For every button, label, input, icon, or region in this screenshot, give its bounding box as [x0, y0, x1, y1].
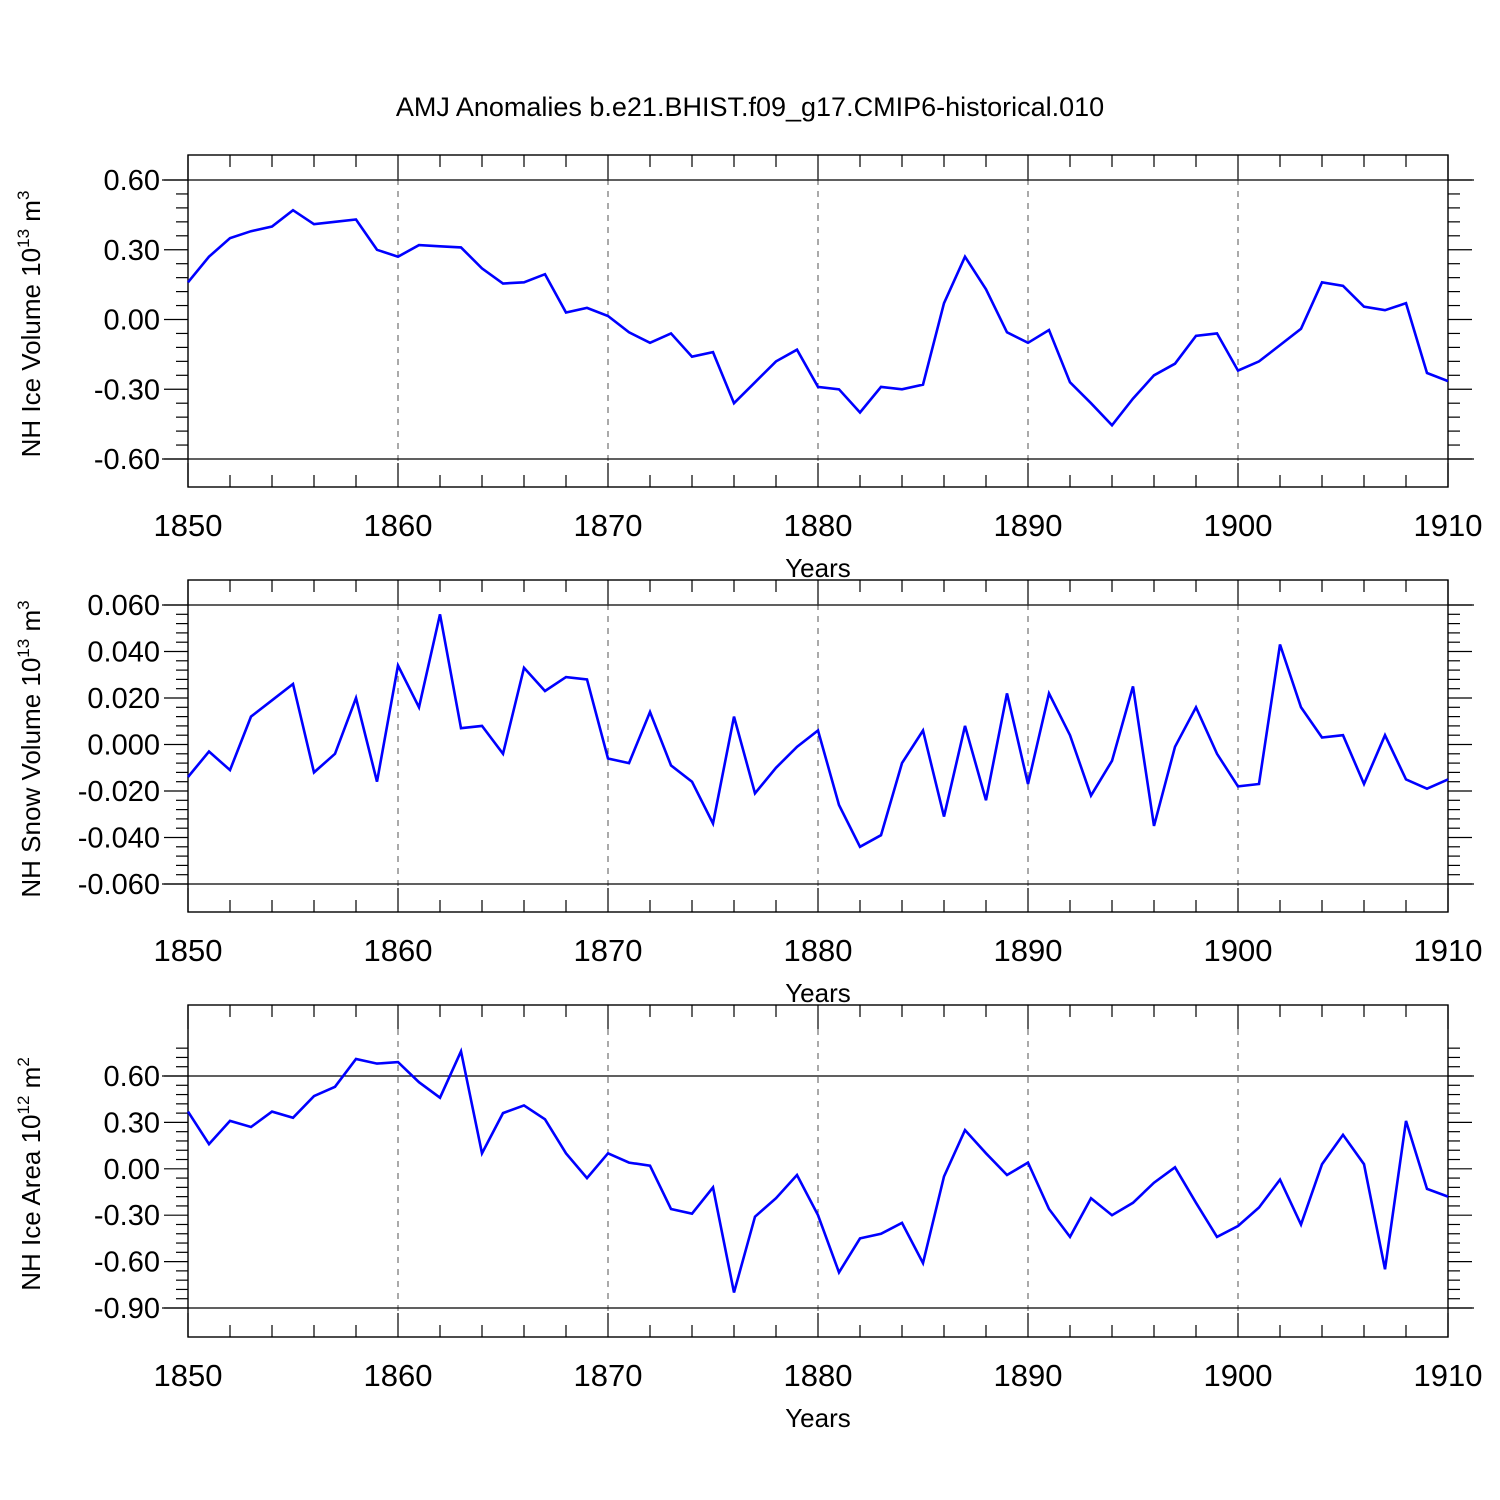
x-tick-label: 1880	[784, 1358, 853, 1393]
x-tick-label: 1910	[1414, 508, 1483, 543]
x-tick-label: 1870	[574, 1358, 643, 1393]
x-tick-label: 1890	[994, 1358, 1063, 1393]
y-tick-label: -0.60	[94, 1247, 160, 1279]
x-tick-label: 1910	[1414, 933, 1483, 968]
series-line-nh-ice-volume	[186, 208, 1449, 428]
y-tick-label: 0.60	[104, 1061, 160, 1093]
chart-panel-3: 0.60 0.30 0.00 -0.30 -0.60 -0.90 1850 1860 1870 1…	[14, 1004, 1483, 1433]
x-tick-label: 1890	[994, 508, 1063, 543]
y-tick-label: -0.30	[94, 374, 160, 406]
x-tick-label: 1860	[364, 508, 433, 543]
y-tick-label: 0.040	[87, 637, 160, 669]
y-axis-label: NH Ice Volume 1013 m3	[14, 191, 46, 458]
x-tick-label: 1860	[364, 1358, 433, 1393]
x-tick-label: 1900	[1204, 508, 1273, 543]
y-tick-label: -0.060	[78, 869, 160, 901]
x-axis-label: Years	[785, 1403, 851, 1433]
y-tick-label: 0.60	[104, 165, 160, 197]
x-tick-label: 1850	[154, 1358, 223, 1393]
x-tick-label: 1900	[1204, 933, 1273, 968]
y-axis-label: NH Ice Area 1012 m2	[14, 1057, 46, 1291]
x-tick-label: 1870	[574, 933, 643, 968]
chart-panel-2: 0.060 0.040 0.020 0.000 -0.020 -0.040 -0.060 18…	[14, 579, 1483, 1008]
x-tick-label: 1850	[154, 933, 223, 968]
y-tick-label: 0.30	[104, 235, 160, 267]
y-tick-label: -0.60	[94, 444, 160, 476]
x-tick-label: 1900	[1204, 1358, 1273, 1393]
chart-title: AMJ Anomalies b.e21.BHIST.f09_g17.CMIP6-…	[396, 92, 1104, 122]
x-tick-label: 1850	[154, 508, 223, 543]
y-axis-label: NH Snow Volume 1013 m3	[14, 600, 46, 897]
y-tick-label: 0.060	[87, 590, 160, 622]
y-tick-label: -0.90	[94, 1293, 160, 1325]
x-tick-label: 1870	[574, 508, 643, 543]
x-tick-label: 1880	[784, 508, 853, 543]
x-tick-label: 1890	[994, 933, 1063, 968]
y-tick-label: -0.020	[78, 776, 160, 808]
chart-panel-1: 0.60 0.30 0.00 -0.30 -0.60 1850 1860 1870 1880 18…	[14, 154, 1483, 583]
y-tick-label: 0.00	[104, 305, 160, 337]
x-tick-label: 1880	[784, 933, 853, 968]
x-tick-label: 1910	[1414, 1358, 1483, 1393]
series-line-nh-ice-area	[186, 1047, 1449, 1293]
y-tick-label: -0.30	[94, 1200, 160, 1232]
x-tick-label: 1860	[364, 933, 433, 968]
series-line-nh-snow-volume	[186, 614, 1449, 849]
y-tick-label: 0.00	[104, 1154, 160, 1186]
x-axis-label: Years	[785, 553, 851, 583]
x-axis-label: Years	[785, 978, 851, 1008]
y-tick-label: 0.000	[87, 730, 160, 762]
y-tick-label: 0.020	[87, 683, 160, 715]
y-tick-label: 0.30	[104, 1107, 160, 1139]
y-tick-label: -0.040	[78, 823, 160, 855]
